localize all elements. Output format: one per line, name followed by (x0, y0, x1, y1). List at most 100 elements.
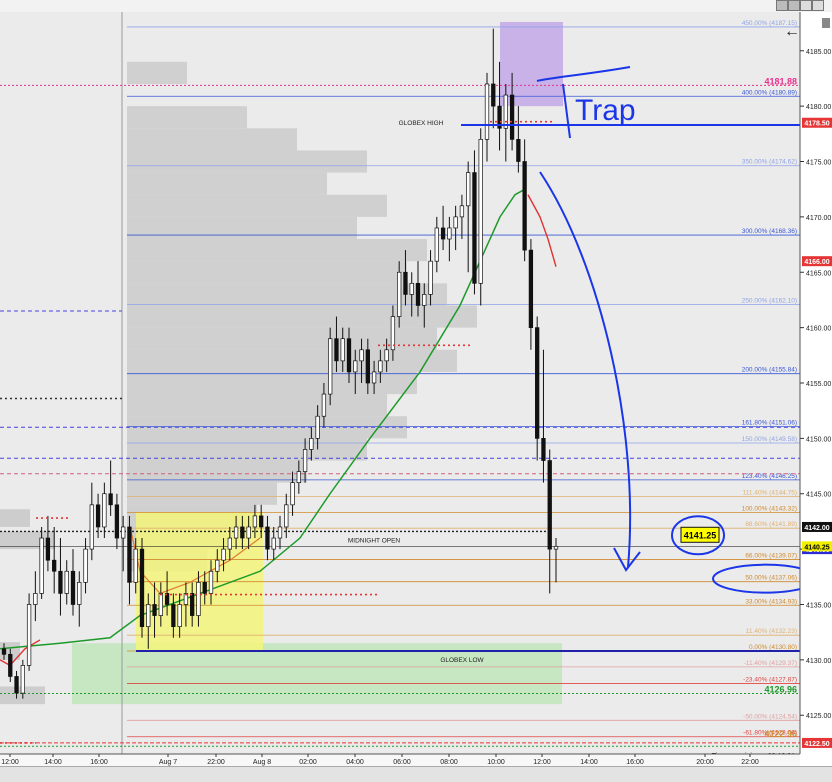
candle-body (95, 504, 101, 528)
candle-body (121, 526, 126, 539)
x-tick-label: 14:00 (44, 759, 62, 766)
candle-body (365, 349, 370, 384)
panel-toggle-icon[interactable] (822, 18, 830, 28)
trap-stroke (562, 83, 571, 139)
x-tick-label: 04:00 (346, 759, 364, 766)
volume-profile-bar (0, 509, 30, 527)
candle-body (535, 327, 540, 439)
candle-body (39, 537, 44, 594)
fib-level-label: 66.00% (4139.07) (745, 552, 797, 559)
y-tick-label: 4130.00 (806, 658, 831, 665)
candle-body (321, 393, 327, 417)
price-tag-label: 4166.00 (804, 259, 829, 266)
candle-body (259, 515, 264, 528)
candle-body (346, 338, 352, 373)
candle-body (334, 338, 339, 362)
ema-red-line (0, 639, 41, 667)
restore-icon[interactable] (800, 0, 812, 11)
candle-body (277, 526, 283, 539)
candle-body (70, 570, 76, 605)
globex-high-label: GLOBEX HIGH (399, 120, 444, 127)
trap-label: Trap (575, 94, 636, 127)
candle-body (296, 471, 301, 484)
volume-profile-bar (127, 394, 387, 417)
price-chart[interactable]: 450.00% (4187.15) 400.00% (4180.89) 350.00… (0, 12, 832, 766)
candle-body (158, 593, 163, 616)
price-axis[interactable] (800, 12, 832, 766)
candle-body (127, 526, 132, 583)
candle-body (466, 172, 471, 207)
fib-level-label: 111.40% (4144.75) (743, 490, 797, 497)
time-axis[interactable] (0, 754, 800, 766)
y-tick-label: 4165.00 (806, 270, 831, 277)
back-arrow-icon[interactable]: ← (784, 23, 800, 40)
candle-body (240, 526, 245, 539)
candle-body (177, 604, 182, 627)
volume-profile-bar (127, 305, 477, 328)
x-tick-label: 06:00 (393, 759, 411, 766)
candle-body (227, 537, 232, 550)
fib-level-label: 33.00% (4134.93) (745, 598, 797, 605)
fib-level-label: 161.80% (4151.06) (742, 420, 797, 427)
minimize-icon[interactable] (776, 0, 788, 11)
candle-body (528, 249, 534, 328)
candle-body (440, 227, 446, 240)
candle-body (497, 105, 502, 129)
candle-body (315, 415, 320, 439)
fib-level-label: -11.40% (4129.37) (744, 660, 797, 667)
fib-level-label: 50.00% (4137.06) (745, 575, 797, 582)
candle-body (503, 94, 508, 129)
volume-profile-bar (127, 239, 427, 262)
candle-body (133, 548, 138, 583)
candle-body (553, 546, 559, 550)
y-tick-label: 4135.00 (806, 602, 831, 609)
fib-level-label: 100.00% (4143.32) (742, 505, 797, 512)
price-tag (802, 521, 832, 532)
x-tick-label: 08:00 (440, 759, 458, 766)
candle-body (434, 227, 439, 262)
candle-body (403, 271, 408, 295)
globex-range-box (72, 643, 562, 705)
fib-level-label: 88.60% (4141.89) (745, 521, 797, 528)
close-icon[interactable] (812, 0, 824, 11)
candle-body (146, 604, 151, 627)
candle-body (509, 94, 515, 140)
x-tick-label: 14:00 (580, 759, 598, 766)
candle-body (171, 604, 176, 627)
volume-profile-bar (127, 371, 417, 395)
x-tick-label: 10:00 (487, 759, 505, 766)
candle-body (221, 548, 226, 561)
candle-body (114, 504, 120, 539)
globex-low-label: GLOBEX LOW (440, 657, 484, 664)
volume-profile-bar (127, 349, 457, 372)
candle-body (215, 559, 220, 572)
current-price-value: 4141.25 (684, 530, 717, 540)
candle-body (302, 449, 308, 472)
candle-body (459, 205, 465, 218)
candle-body (547, 460, 552, 550)
x-tick-label: Aug 7 (159, 759, 177, 766)
candle-body (522, 161, 527, 251)
fib-level-label: 450.00% (4187.15) (742, 20, 797, 27)
maximize-icon[interactable] (788, 0, 800, 11)
volume-profile-bar (127, 106, 247, 129)
projection-arrowhead (613, 547, 641, 572)
candle-body (453, 216, 458, 229)
projection-arrow (539, 171, 632, 568)
fib-level-label: 250.00% (4162.10) (742, 297, 797, 304)
price-tag-label: 4178.50 (804, 121, 829, 128)
value-label: 4126.96 (764, 685, 797, 695)
volume-profile-bar (127, 172, 327, 195)
candle-body (415, 282, 421, 306)
candle-body (164, 593, 170, 605)
value-label: 4181.88 (764, 76, 797, 86)
price-tag (802, 541, 832, 552)
candle-body (371, 371, 377, 384)
y-tick-label: 4175.00 (806, 160, 831, 167)
x-tick-label: 22:00 (207, 759, 225, 766)
current-price-circle (671, 515, 725, 556)
ema-orange-line (129, 526, 261, 595)
candle-body (233, 526, 239, 539)
fib-level-label: -61.80% (4123.06) (743, 730, 797, 737)
